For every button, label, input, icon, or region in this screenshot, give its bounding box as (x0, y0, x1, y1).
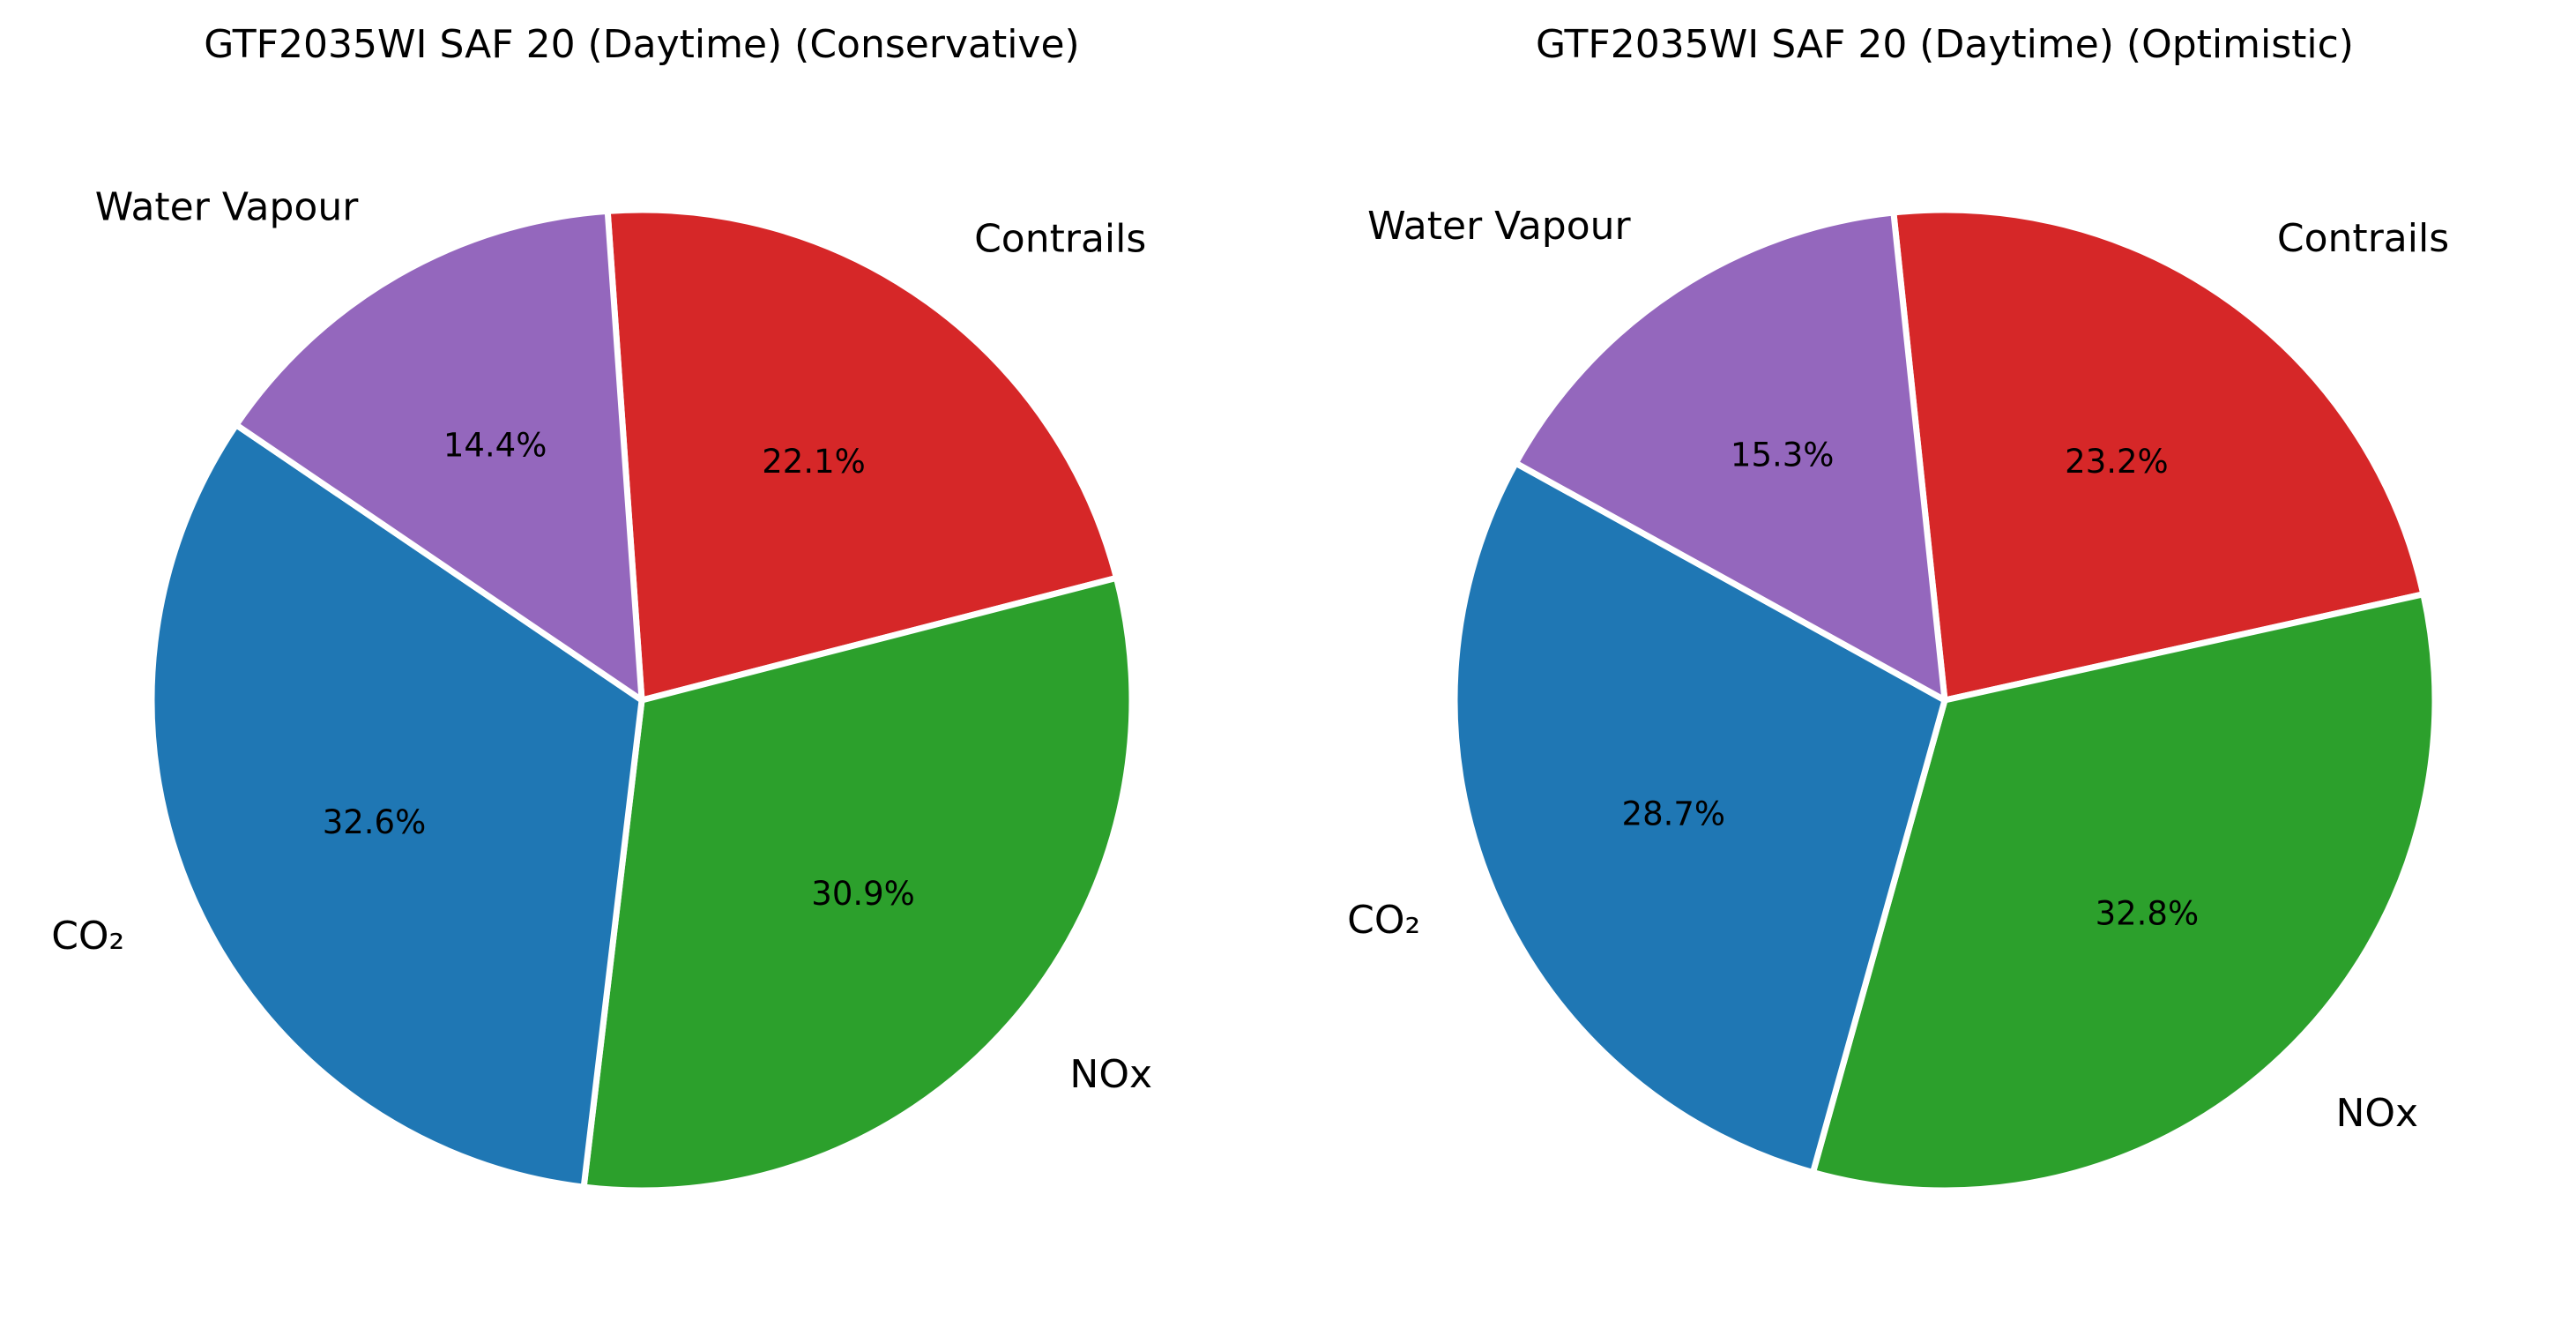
slice-group (1451, 206, 2438, 1194)
pie-slice-nox (1809, 591, 2438, 1194)
slice-label-nox: NOx (2335, 1091, 2418, 1136)
percent-label-nox: 32.8% (2096, 895, 2200, 933)
percent-label-co2: 28.7% (1622, 795, 1726, 832)
percent-label-contrails: 22.1% (762, 443, 866, 481)
pie-slice-nox (580, 574, 1135, 1194)
percent-label-water-vapour: 14.4% (443, 426, 547, 464)
pie-slice-co2 (1451, 459, 1948, 1176)
percent-label-nox: 30.9% (811, 875, 915, 913)
pie-slice-water-vapour (1512, 209, 1948, 704)
slice-group (148, 206, 1135, 1194)
chart-title: GTF2035WI SAF 20 (Daytime) (Conservative… (204, 22, 1079, 67)
slice-label-co2: CO₂ (1347, 898, 1420, 943)
pie-slice-water-vapour (233, 207, 645, 704)
slice-label-water-vapour: Water Vapour (1367, 204, 1631, 249)
slice-label-contrails: Contrails (974, 216, 1146, 261)
slice-label-contrails: Contrails (2277, 216, 2449, 261)
pie-chart-optimistic: GTF2035WI SAF 20 (Daytime) (Optimistic) … (1347, 22, 2449, 1194)
slice-label-water-vapour: Water Vapour (95, 184, 359, 229)
slice-label-nox: NOx (1069, 1052, 1152, 1097)
percent-label-contrails: 23.2% (2065, 443, 2169, 481)
pie-slice-contrails (604, 206, 1120, 704)
label-group: 23.2% Contrails 32.8% NOx 28.7% CO₂ 15.3% Water… (1347, 204, 2449, 1136)
slice-label-co2: CO₂ (51, 914, 124, 959)
pie-slice-contrails (1890, 206, 2427, 704)
percent-label-water-vapour: 15.3% (1731, 436, 1835, 474)
chart-title: GTF2035WI SAF 20 (Daytime) (Optimistic) (1536, 22, 2354, 67)
pie-slice-co2 (148, 422, 645, 1190)
pie-chart-conservative: GTF2035WI SAF 20 (Daytime) (Conservative… (51, 22, 1152, 1194)
percent-label-co2: 32.6% (323, 803, 427, 841)
label-group: 22.1% Contrails 30.9% NOx 32.6% CO₂ 14.4% Water… (51, 184, 1152, 1097)
